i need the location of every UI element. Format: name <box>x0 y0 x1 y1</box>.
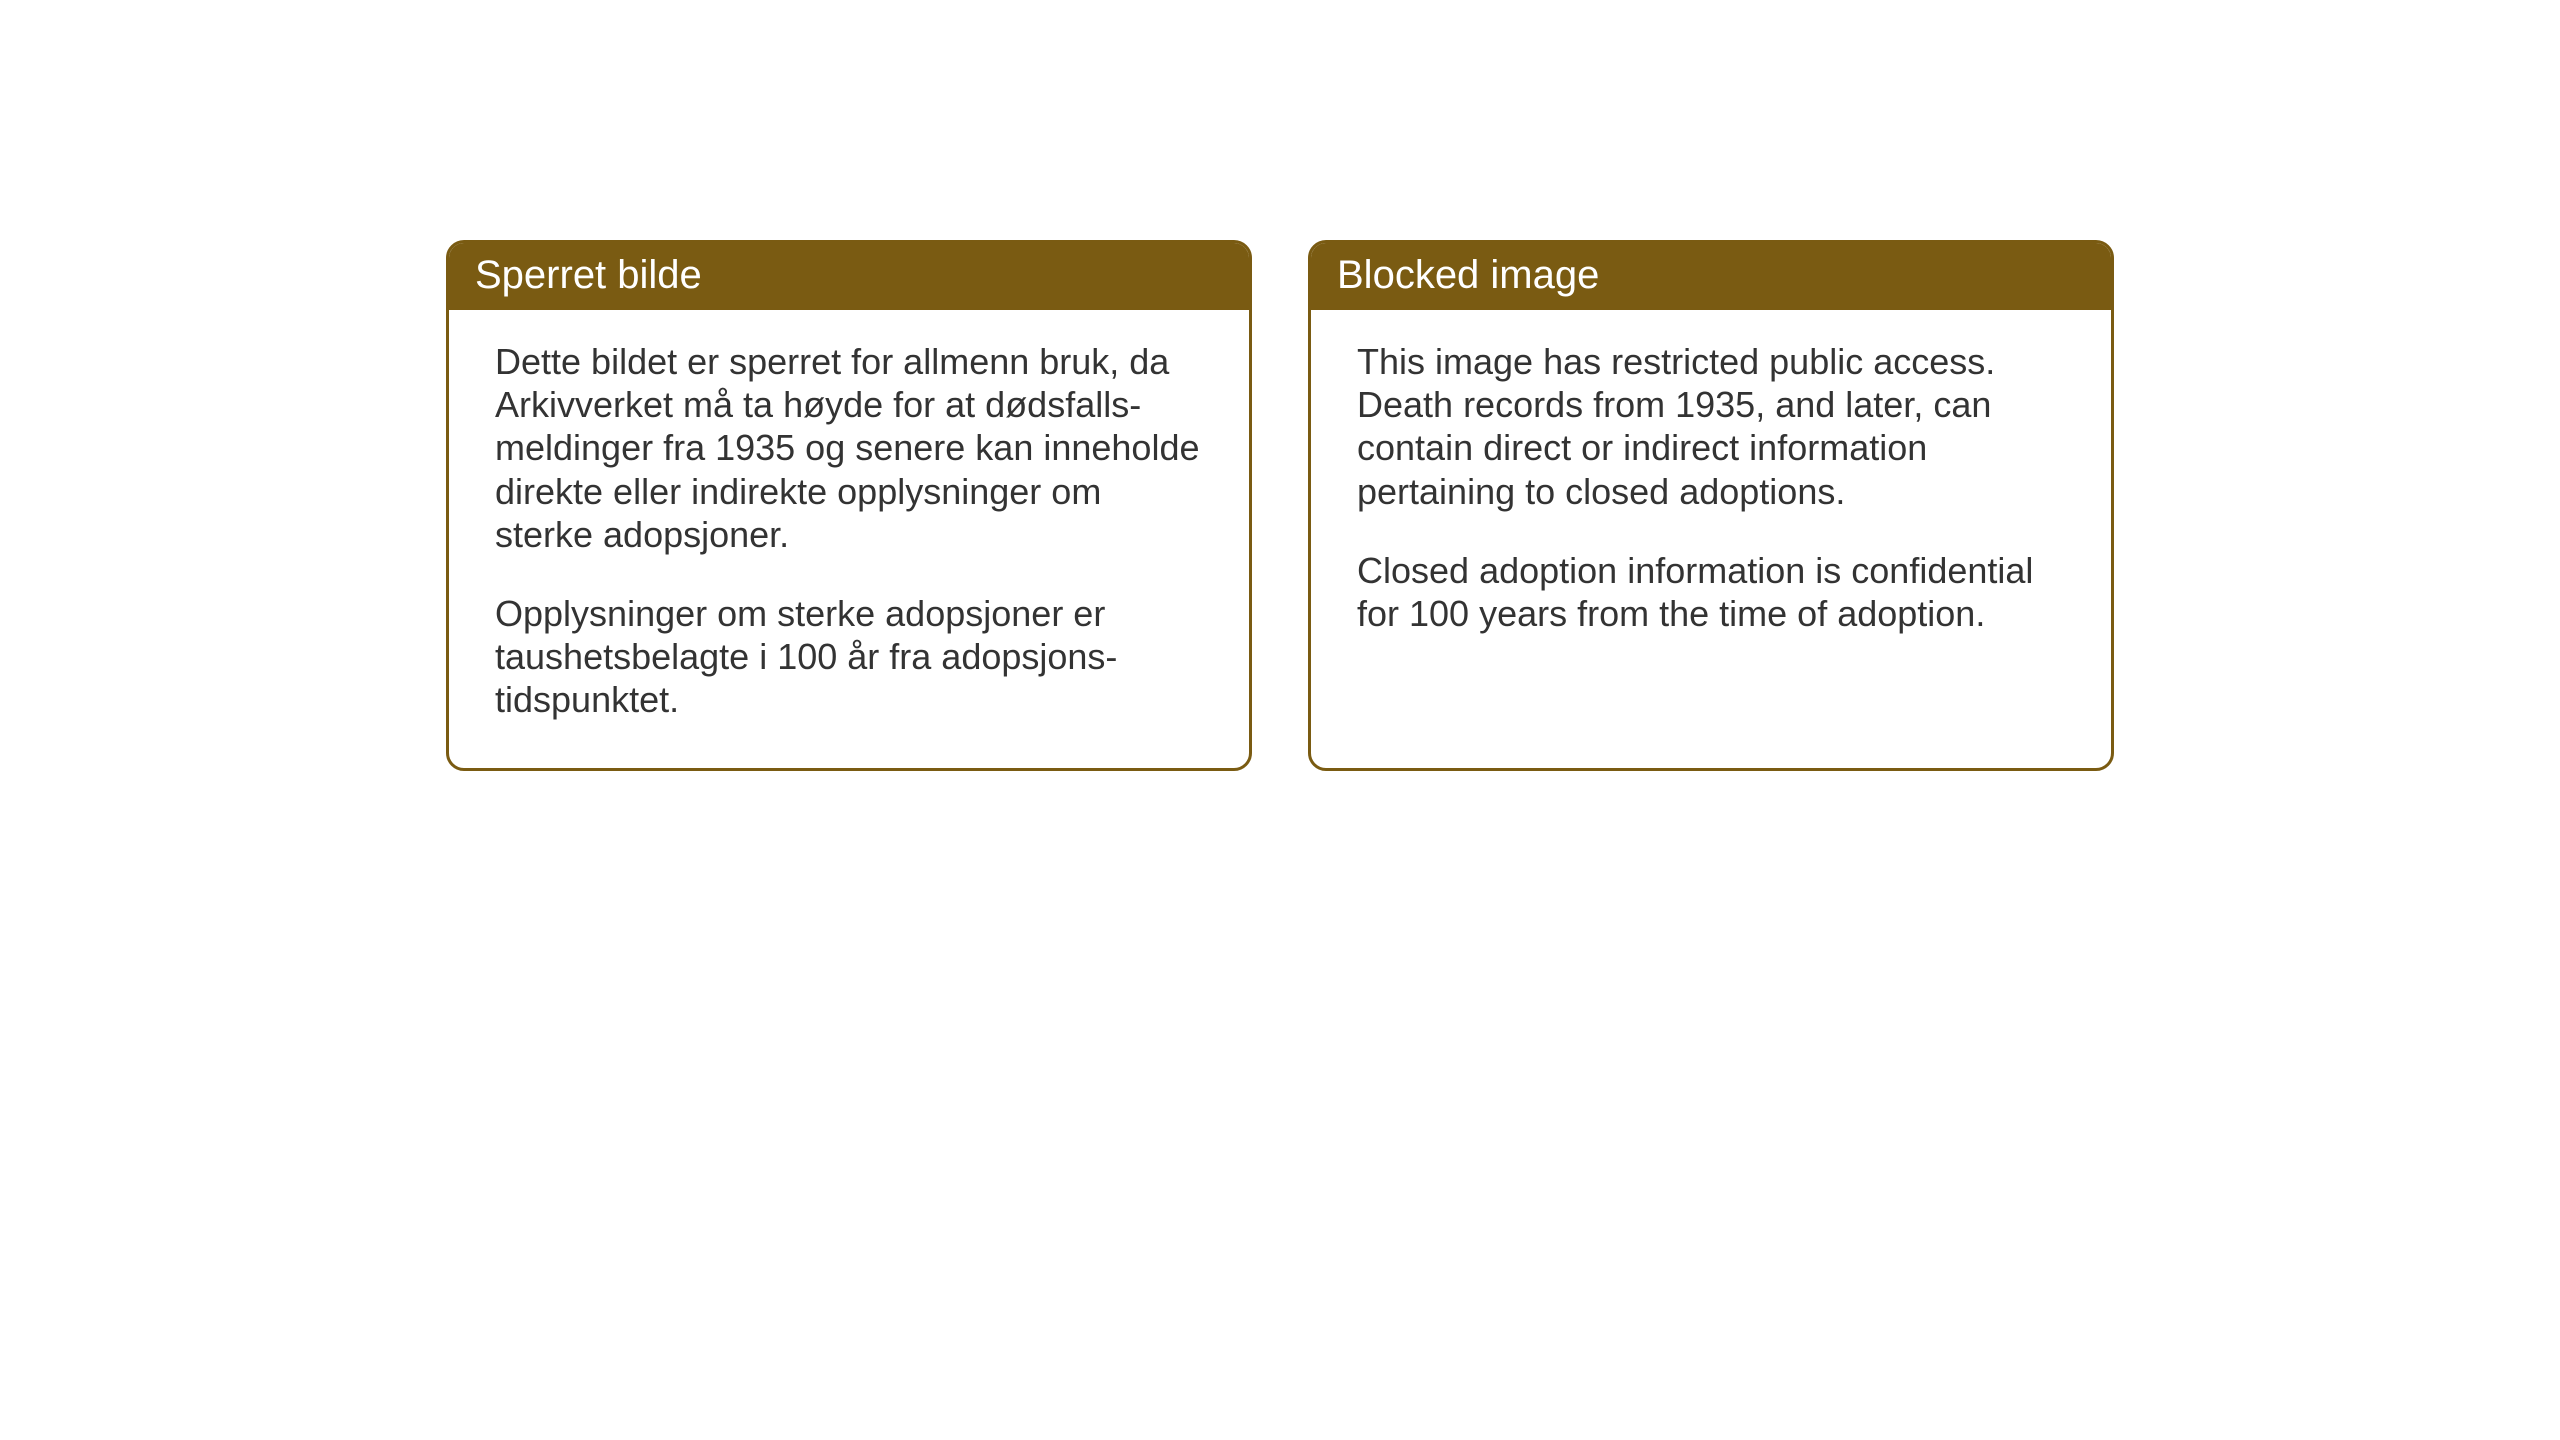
card-paragraph-2-english: Closed adoption information is confident… <box>1357 549 2065 635</box>
card-paragraph-1-norwegian: Dette bildet er sperret for allmenn bruk… <box>495 340 1203 556</box>
card-title-english: Blocked image <box>1337 253 1599 297</box>
card-paragraph-2-norwegian: Opplysninger om sterke adopsjoner er tau… <box>495 592 1203 722</box>
card-body-english: This image has restricted public access.… <box>1311 310 2111 681</box>
card-title-norwegian: Sperret bilde <box>475 253 702 297</box>
card-header-english: Blocked image <box>1311 243 2111 310</box>
notice-cards-container: Sperret bilde Dette bildet er sperret fo… <box>446 240 2114 771</box>
card-paragraph-1-english: This image has restricted public access.… <box>1357 340 2065 513</box>
card-body-norwegian: Dette bildet er sperret for allmenn bruk… <box>449 310 1249 768</box>
notice-card-english: Blocked image This image has restricted … <box>1308 240 2114 771</box>
card-header-norwegian: Sperret bilde <box>449 243 1249 310</box>
notice-card-norwegian: Sperret bilde Dette bildet er sperret fo… <box>446 240 1252 771</box>
